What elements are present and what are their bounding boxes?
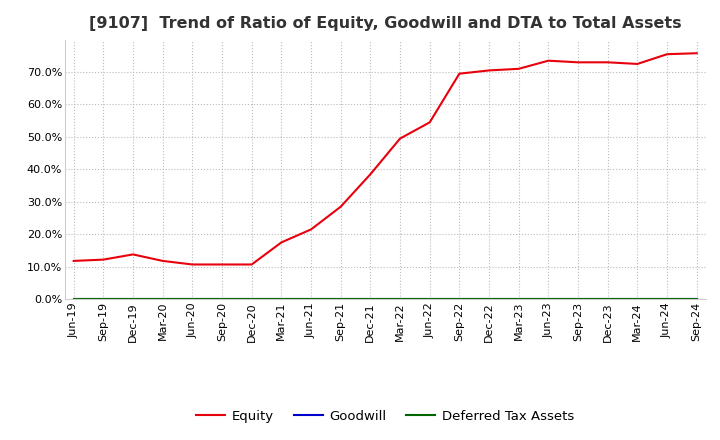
Deferred Tax Assets [307, 297, 315, 302]
Deferred Tax Assets [69, 297, 78, 302]
Deferred Tax Assets [693, 297, 701, 302]
Goodwill [307, 297, 315, 302]
Goodwill [188, 297, 197, 302]
Goodwill [99, 297, 108, 302]
Deferred Tax Assets [366, 297, 374, 302]
Deferred Tax Assets [99, 297, 108, 302]
Deferred Tax Assets [514, 297, 523, 302]
Equity [307, 227, 315, 232]
Equity [129, 252, 138, 257]
Equity [158, 258, 167, 264]
Goodwill [574, 297, 582, 302]
Deferred Tax Assets [158, 297, 167, 302]
Goodwill [336, 297, 345, 302]
Deferred Tax Assets [217, 297, 226, 302]
Equity [248, 262, 256, 267]
Equity [544, 58, 553, 63]
Equity [277, 240, 286, 245]
Equity [426, 120, 434, 125]
Deferred Tax Assets [277, 297, 286, 302]
Deferred Tax Assets [633, 297, 642, 302]
Equity [514, 66, 523, 71]
Deferred Tax Assets [129, 297, 138, 302]
Deferred Tax Assets [396, 297, 405, 302]
Line: Equity: Equity [73, 53, 697, 264]
Equity [217, 262, 226, 267]
Goodwill [69, 297, 78, 302]
Equity [633, 61, 642, 66]
Deferred Tax Assets [603, 297, 612, 302]
Equity [603, 60, 612, 65]
Deferred Tax Assets [574, 297, 582, 302]
Goodwill [277, 297, 286, 302]
Equity [366, 172, 374, 177]
Deferred Tax Assets [248, 297, 256, 302]
Legend: Equity, Goodwill, Deferred Tax Assets: Equity, Goodwill, Deferred Tax Assets [191, 404, 580, 428]
Deferred Tax Assets [426, 297, 434, 302]
Deferred Tax Assets [544, 297, 553, 302]
Equity [188, 262, 197, 267]
Deferred Tax Assets [336, 297, 345, 302]
Goodwill [217, 297, 226, 302]
Goodwill [158, 297, 167, 302]
Deferred Tax Assets [455, 297, 464, 302]
Goodwill [426, 297, 434, 302]
Goodwill [544, 297, 553, 302]
Goodwill [693, 297, 701, 302]
Goodwill [603, 297, 612, 302]
Equity [693, 51, 701, 56]
Goodwill [455, 297, 464, 302]
Deferred Tax Assets [188, 297, 197, 302]
Equity [396, 136, 405, 141]
Goodwill [248, 297, 256, 302]
Equity [574, 60, 582, 65]
Goodwill [485, 297, 493, 302]
Goodwill [633, 297, 642, 302]
Equity [485, 68, 493, 73]
Equity [69, 258, 78, 264]
Title: [9107]  Trend of Ratio of Equity, Goodwill and DTA to Total Assets: [9107] Trend of Ratio of Equity, Goodwil… [89, 16, 682, 32]
Goodwill [662, 297, 671, 302]
Goodwill [366, 297, 374, 302]
Deferred Tax Assets [485, 297, 493, 302]
Goodwill [129, 297, 138, 302]
Deferred Tax Assets [662, 297, 671, 302]
Goodwill [396, 297, 405, 302]
Equity [99, 257, 108, 262]
Equity [336, 204, 345, 209]
Equity [662, 51, 671, 57]
Equity [455, 71, 464, 76]
Goodwill [514, 297, 523, 302]
